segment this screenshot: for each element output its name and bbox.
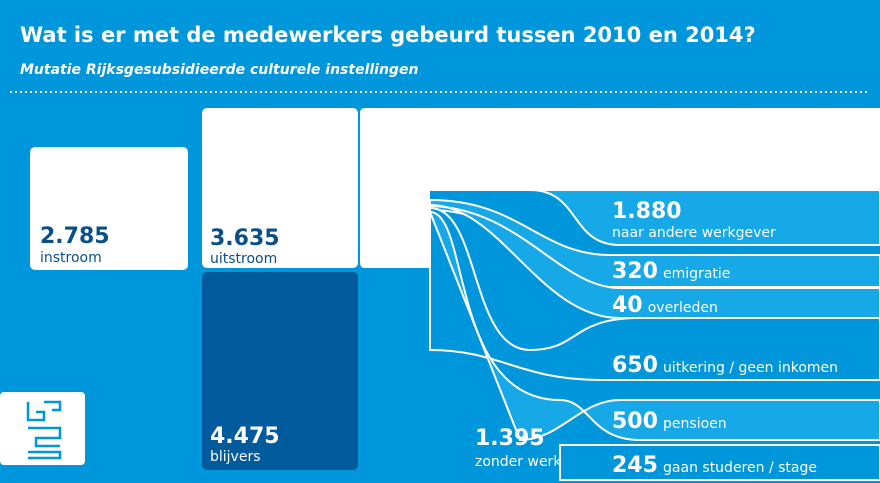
value: 650: [612, 353, 658, 378]
title: Wat is er met de medewerkers gebeurd tus…: [20, 23, 756, 47]
node-text: 650 uitkering / geen inkomen: [612, 353, 838, 378]
uitstroom-box: [202, 108, 358, 268]
value: 2.785: [40, 224, 110, 249]
value: 320: [612, 259, 658, 284]
label: overleden: [648, 300, 718, 316]
flows: [428, 189, 880, 481]
node-text: 320 emigratie: [612, 259, 730, 284]
blijvers-box: [202, 272, 358, 470]
label: zonder werk: [475, 454, 562, 470]
subtitle: Mutatie Rijksgesubsidieerde culturele in…: [20, 62, 418, 78]
instroom-box: [30, 147, 188, 270]
value: 4.475: [210, 424, 280, 449]
label: blijvers: [210, 449, 261, 465]
flow: [429, 206, 880, 381]
outflow-box: [360, 108, 880, 268]
logo: [26, 400, 62, 460]
value: 1.395: [475, 426, 545, 451]
flow: [430, 189, 880, 246]
label: pensioen: [663, 416, 727, 432]
flow: [429, 203, 880, 319]
label: uitkering / geen inkomen: [663, 360, 838, 376]
label: gaan studeren / stage: [663, 460, 817, 476]
value: 3.635: [210, 226, 280, 251]
value: 1.880: [612, 199, 682, 224]
label: uitstroom: [210, 251, 277, 267]
value: 40: [612, 293, 643, 318]
label: naar andere werkgever: [612, 225, 776, 241]
label: instroom: [40, 250, 102, 266]
flow: [559, 444, 880, 481]
value: 245: [612, 453, 658, 478]
value: 500: [612, 409, 658, 434]
node-text: 40 overleden: [612, 293, 718, 318]
label: emigratie: [663, 266, 730, 282]
flow: [428, 210, 880, 442]
node: 2.785 instroom 3.635 uitstroom 4.475 bli…: [40, 199, 838, 478]
node-text: 500 pensioen: [612, 409, 727, 434]
node-text: 245 gaan studeren / stage: [612, 453, 817, 478]
